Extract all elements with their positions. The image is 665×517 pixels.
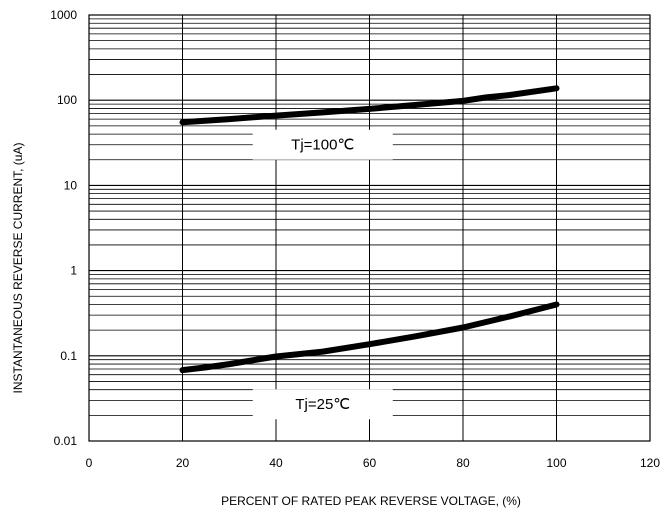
plot-frame [88,14,651,442]
y-tick-label: 100 [57,93,77,107]
y-axis-title: INSTANTANEOUS REVERSE CURRENT, (uA) [11,143,25,394]
y-tick-label: 0.01 [54,434,78,448]
x-tick-label: 60 [363,456,377,470]
x-tick-label: 40 [269,456,283,470]
x-axis-title: PERCENT OF RATED PEAK REVERSE VOLTAGE, (… [221,494,521,508]
x-tick-label: 120 [640,456,660,470]
annotation-box [252,389,393,420]
y-tick-label: 10 [64,178,78,192]
x-tick-label: 100 [546,456,566,470]
x-tick-label: 20 [176,456,190,470]
series-group [179,85,560,374]
annotation-label: Tj=100℃ [291,137,354,154]
series-line-tj-25c [179,301,560,374]
x-tick-label: 80 [456,456,470,470]
y-tick-label: 0.1 [60,349,77,363]
annotations-group: Tj=100℃ Tj=25℃ [252,129,393,420]
x-tick-label: 0 [86,456,93,470]
y-tick-label: 1000 [50,8,77,22]
series-line-tj-100c [179,85,560,126]
y-tick-label: 1 [70,264,77,278]
x-tick-labels: 0 20 40 60 80 100 120 [86,456,661,470]
annotation-box [252,129,393,160]
annotation-label: Tj=25℃ [295,396,350,413]
y-tick-labels: 0.01 0.1 1 10 100 1000 [50,8,77,448]
